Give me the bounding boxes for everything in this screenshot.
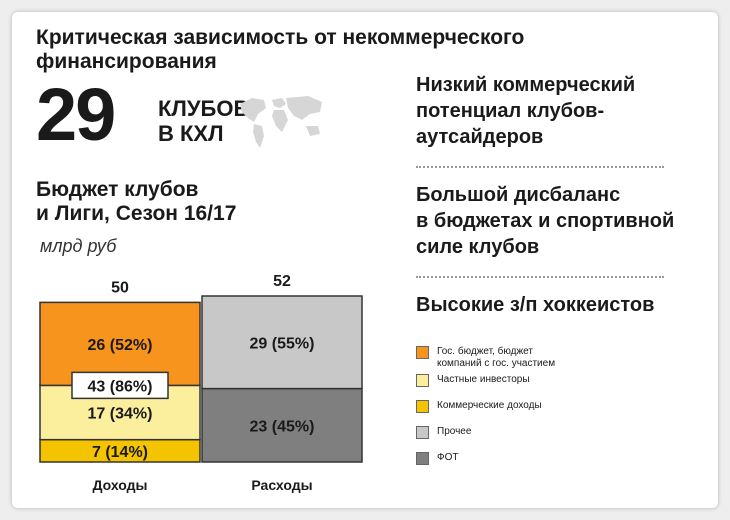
bar-segment [201, 295, 363, 390]
chart-title-line2: и Лиги, Сезон 16/17 [36, 202, 237, 225]
point-salaries: Высокие з/п хоккеистов [416, 292, 716, 318]
point-1-line2: потенциал клубов- [416, 100, 605, 122]
legend-label: Прочее [437, 426, 472, 437]
bar-total-label: 52 [273, 273, 291, 290]
point-3-line1: Высокие з/п хоккеистов [416, 294, 655, 316]
category-label: Доходы [93, 477, 148, 493]
point-budget-imbalance: Большой дисбаланс в бюджетах и спортивно… [416, 182, 716, 260]
bar-total-label: 50 [111, 279, 129, 296]
point-1-line1: Низкий коммерческий [416, 74, 636, 96]
data-label: 29 (55%) [250, 335, 315, 352]
divider [416, 276, 664, 278]
legend-swatch [416, 452, 429, 465]
bar-segment [39, 301, 201, 387]
clubs-label: КЛУБОВ В КХЛ [158, 96, 249, 146]
point-commercial-potential: Низкий коммерческий потенциал клубов- ау… [416, 72, 716, 150]
clubs-label-line1: КЛУБОВ [158, 96, 250, 121]
category-label: Расходы [251, 477, 312, 493]
point-2-line2: в бюджетах и спортивной [416, 210, 675, 232]
divider [416, 166, 664, 168]
legend-swatch [416, 374, 429, 387]
data-label: 17 (34%) [88, 406, 153, 423]
legend-label: компаний с гос. участием [437, 358, 556, 369]
legend-swatch [416, 426, 429, 439]
legend-swatch [416, 400, 429, 413]
clubs-label-line2: В КХЛ [158, 121, 224, 146]
data-label: 26 (52%) [88, 337, 153, 354]
callout-box [71, 371, 169, 400]
data-label: 7 (14%) [92, 444, 148, 461]
chart-title: Бюджет клубов и Лиги, Сезон 16/17 [36, 178, 236, 226]
stacked-bar-chart: 7 (14%) 17 (34%) 26 (52%) 50 Доходы 23 (45%) 2… [39, 273, 363, 493]
unit-label: млрд руб [40, 236, 117, 256]
legend-swatch [416, 346, 429, 359]
legend-label: Коммерческие доходы [437, 400, 542, 411]
world-map-icon [240, 96, 322, 148]
legend-label: ФОТ [437, 452, 459, 463]
page-title: Критическая зависимость от некоммерческо… [36, 26, 525, 73]
legend-label: Гос. бюджет, бюджет [437, 346, 533, 357]
clubs-count: 29 [36, 73, 116, 156]
point-1-line3: аутсайдеров [416, 126, 544, 148]
legend-label: Частные инвесторы [437, 374, 530, 385]
chart-title-line1: Бюджет клубов [36, 178, 199, 201]
callout-label: 43 (86%) [88, 378, 153, 395]
point-2-line3: силе клубов [416, 236, 540, 258]
data-label: 23 (45%) [250, 418, 315, 435]
point-2-line1: Большой дисбаланс [416, 184, 621, 206]
